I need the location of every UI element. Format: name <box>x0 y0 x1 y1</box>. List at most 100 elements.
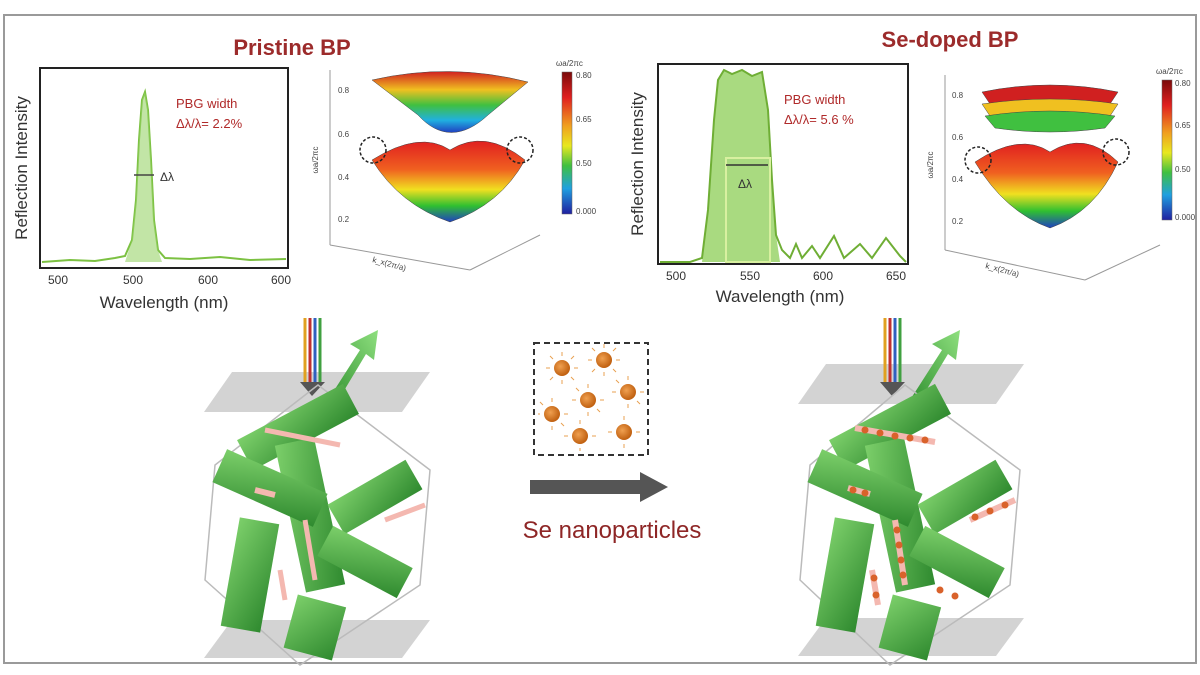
right-incident-arrowhead <box>880 382 905 396</box>
nanoparticle-7 <box>608 416 640 448</box>
right-xtick-2: 600 <box>813 269 833 283</box>
left-band-zlabel: ωa/2πc <box>311 147 320 174</box>
left-band-yaxis <box>469 234 541 271</box>
left-colorbar-tick-1: 0.65 <box>576 115 592 124</box>
left-disclination-2 <box>254 487 276 498</box>
right-helix-5 <box>815 517 875 633</box>
right-spectrum-plot: Reflection Intensity Δλ PBG width Δλ/λ= … <box>628 63 909 306</box>
left-band-structure: ωa/2πc 0.8 0.6 0.4 0.2 k_x(2π/a) ωa/2πc … <box>311 59 597 273</box>
right-band-gap-circle-right <box>1102 138 1130 166</box>
nanoparticles <box>538 344 644 451</box>
left-colorbar-tick-2: 0.50 <box>576 159 592 168</box>
left-band-lower-surface <box>371 140 526 223</box>
left-delta-label: Δλ <box>160 170 174 184</box>
right-xtick-0: 500 <box>666 269 686 283</box>
right-spectrum-band-outline <box>725 157 771 263</box>
right-colorbar <box>1161 79 1173 221</box>
nanoparticle-5 <box>538 398 568 430</box>
right-helix-7 <box>878 594 942 661</box>
right-band-ztick-0: 0.8 <box>952 91 964 100</box>
left-colorbar <box>561 71 573 215</box>
right-panel-title: Se-doped BP <box>882 27 1019 52</box>
right-band-sheet-3 <box>984 110 1116 133</box>
left-helix-6 <box>317 525 413 599</box>
process-label: Se nanoparticles <box>523 517 702 544</box>
right-band-gap-circle-left <box>964 146 992 174</box>
center-process: Se nanoparticles <box>523 342 702 544</box>
right-band-lower-surface <box>974 142 1119 229</box>
nanoparticle-4 <box>572 384 604 416</box>
left-disclination-5 <box>277 569 288 601</box>
right-panel: Se-doped BP Reflection Intensity Δλ PBG … <box>628 27 1196 306</box>
right-band-xaxis <box>944 249 1086 281</box>
left-pbg-line1: PBG width <box>176 96 237 111</box>
right-colorbar-title: ωa/2πc <box>1156 67 1183 76</box>
left-colorbar-tick-0: 0.80 <box>576 71 592 80</box>
left-xtick-3: 600 <box>271 273 291 287</box>
right-delta-label: Δλ <box>738 177 752 191</box>
left-panel-title: Pristine BP <box>233 35 350 60</box>
left-helix-3 <box>212 449 328 527</box>
left-band-gap-circle-left <box>359 136 387 164</box>
left-band-ztick-2: 0.4 <box>338 173 350 182</box>
right-helix-4 <box>917 459 1013 535</box>
left-top-plate <box>204 372 430 412</box>
nanoparticle-3 <box>612 376 644 408</box>
left-blue-phase-cell <box>204 318 431 666</box>
left-helix-cylinders <box>212 383 423 661</box>
left-disclination-lines <box>254 427 426 601</box>
right-band-ztick-2: 0.4 <box>952 175 964 184</box>
right-colorbar-tick-3: 0.000 <box>1175 213 1196 222</box>
right-xlabel: Wavelength (nm) <box>716 287 845 306</box>
left-band-ztick-3: 0.2 <box>338 215 350 224</box>
right-ylabel: Reflection Intensity <box>628 92 647 236</box>
left-xtick-1: 500 <box>123 273 143 287</box>
process-arrow-head <box>640 472 668 502</box>
left-helix-7 <box>283 594 347 661</box>
left-disclination-4 <box>302 519 318 581</box>
right-band-zlabel: ωa/2πc <box>926 152 935 179</box>
right-spectrum-line <box>660 68 907 263</box>
right-xtick-1: 550 <box>740 269 760 283</box>
right-top-plate <box>798 364 1024 404</box>
left-disclination-1 <box>264 427 341 448</box>
right-helix-3 <box>807 449 923 527</box>
left-xtick-0: 500 <box>48 273 68 287</box>
left-panel: Pristine BP Reflection Intensity Δλ PBG … <box>12 35 597 312</box>
right-colorbar-tick-0: 0.80 <box>1175 79 1191 88</box>
left-xtick-2: 600 <box>198 273 218 287</box>
left-band-xaxis <box>329 244 471 271</box>
right-band-ztick-1: 0.6 <box>952 133 964 142</box>
left-colorbar-tick-3: 0.000 <box>576 207 597 216</box>
right-colorbar-tick-2: 0.50 <box>1175 165 1191 174</box>
right-pbg-line1: PBG width <box>784 92 845 107</box>
nanoparticle-2 <box>588 344 620 376</box>
process-arrow-shaft <box>530 480 642 494</box>
right-reflected-arrow <box>910 330 960 404</box>
left-ylabel: Reflection Intensity <box>12 96 31 240</box>
right-band-ztick-3: 0.2 <box>952 217 964 226</box>
right-cube-outline <box>799 384 1021 666</box>
right-helix-cylinders <box>807 383 1013 661</box>
left-spectrum-frame <box>39 67 289 269</box>
left-disclination-3 <box>384 502 426 523</box>
left-colorbar-title: ωa/2πc <box>556 59 583 68</box>
left-band-upper-surface <box>371 71 529 133</box>
left-helix-5 <box>220 517 280 633</box>
left-spectrum-peak-fill <box>125 92 162 262</box>
left-band-gap-circle-right <box>506 136 534 164</box>
right-pbg-line2: Δλ/λ= 5.6 % <box>784 112 854 127</box>
right-xtick-3: 650 <box>886 269 906 283</box>
left-helix-1 <box>237 383 359 471</box>
left-pbg-line2: Δλ/λ= 2.2% <box>176 116 243 131</box>
right-spectrum-band-fill <box>702 70 780 262</box>
right-blue-phase-cell <box>798 318 1024 666</box>
nanoparticle-6 <box>564 420 596 451</box>
left-cube-outline <box>204 384 431 666</box>
figure-frame <box>3 14 1197 664</box>
right-trapped-nanoparticles <box>849 426 1009 600</box>
right-spectrum-frame <box>657 63 909 265</box>
left-band-ztick-1: 0.6 <box>338 130 350 139</box>
